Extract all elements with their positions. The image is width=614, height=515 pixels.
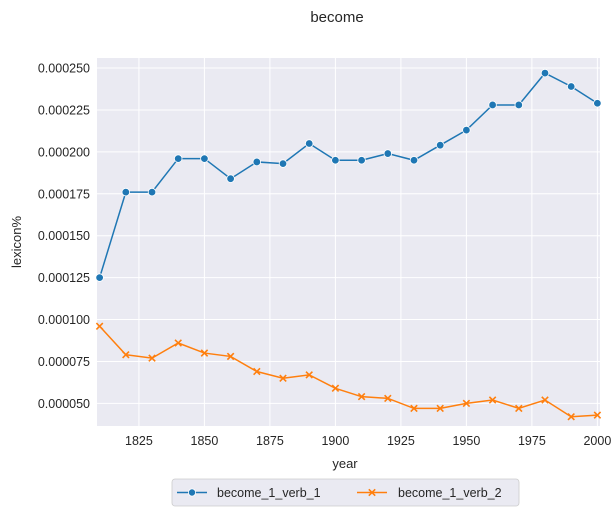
data-point <box>593 411 602 419</box>
data-point <box>147 187 157 197</box>
data-point <box>200 154 209 163</box>
data-point <box>357 156 366 165</box>
series-line-become-1-verb-1 <box>98 72 598 278</box>
data-point <box>435 140 445 150</box>
data-point <box>331 156 340 165</box>
x-tick-label: 1975 <box>518 434 546 448</box>
data-point <box>383 149 392 158</box>
y-tick-label: 0.000225 <box>38 103 90 117</box>
plot-area <box>97 58 600 426</box>
legend-x-marker <box>368 488 376 497</box>
data-point <box>488 396 497 404</box>
x-tick-label: 1925 <box>387 434 415 448</box>
data-point <box>252 157 262 167</box>
data-point <box>540 68 550 78</box>
data-point <box>278 159 288 168</box>
data-point <box>357 392 366 401</box>
data-point <box>331 384 340 393</box>
data-point <box>462 399 471 408</box>
x-tick-label: 1825 <box>125 434 153 448</box>
legend-marker-become-1-verb-2 <box>368 488 376 497</box>
series-become-1-verb-2 <box>95 322 602 421</box>
data-point <box>567 413 575 421</box>
data-point <box>174 154 183 163</box>
data-point <box>410 404 418 413</box>
data-point <box>226 352 235 361</box>
x-axis-ticks: 1825 1850 1875 1900 1925 1950 1975 2000 <box>125 434 611 448</box>
legend-marker-become-1-verb-1 <box>187 488 196 497</box>
data-point <box>121 187 131 197</box>
x-axis-label: year <box>332 456 358 471</box>
x-tick-label: 1900 <box>321 434 349 448</box>
data-point <box>95 273 104 282</box>
series-line-become-1-verb-2 <box>99 325 598 418</box>
x-tick-label: 2000 <box>583 434 611 448</box>
data-point <box>488 100 497 110</box>
data-point <box>305 139 314 148</box>
legend: become_1_verb_1 become_1_verb_2 <box>171 478 520 507</box>
data-point <box>253 367 261 376</box>
data-point <box>95 322 104 331</box>
y-tick-label: 0.000125 <box>38 271 90 285</box>
y-axis-ticks: 0.000050 0.000075 0.000100 0.000125 0.000150… <box>38 62 90 411</box>
data-point <box>384 394 392 403</box>
data-point <box>148 354 156 362</box>
data-point <box>436 404 444 413</box>
y-tick-label: 0.000175 <box>38 187 90 201</box>
legend-box <box>171 478 520 507</box>
data-point <box>200 349 209 357</box>
x-tick-label: 1950 <box>452 434 480 448</box>
data-point <box>514 100 523 110</box>
x-tick-label: 1850 <box>191 434 219 448</box>
series-become-1-verb-1 <box>95 68 602 282</box>
legend-label-become-1-verb-1: become_1_verb_1 <box>217 486 321 500</box>
y-tick-label: 0.000100 <box>38 313 90 327</box>
data-point <box>515 404 523 413</box>
y-tick-label: 0.000250 <box>38 62 90 76</box>
data-point <box>122 350 130 359</box>
y-tick-label: 0.000075 <box>38 355 90 369</box>
series-layer <box>95 68 602 421</box>
y-tick-label: 0.000150 <box>38 229 90 243</box>
y-tick-label: 0.000200 <box>38 145 90 159</box>
data-point <box>541 396 549 404</box>
grid-lines <box>97 58 600 426</box>
data-point <box>566 82 576 91</box>
data-point <box>462 125 471 135</box>
data-point <box>279 374 287 382</box>
y-axis-label: lexicon% <box>9 216 24 268</box>
legend-label-become-1-verb-2: become_1_verb_2 <box>398 486 502 500</box>
chart-title: become <box>310 9 363 26</box>
data-point <box>305 371 313 379</box>
data-point <box>409 156 419 165</box>
y-tick-label: 0.000050 <box>38 397 90 411</box>
data-point <box>226 174 235 183</box>
x-tick-label: 1875 <box>256 434 284 448</box>
data-point <box>174 339 182 347</box>
data-point <box>593 99 602 108</box>
